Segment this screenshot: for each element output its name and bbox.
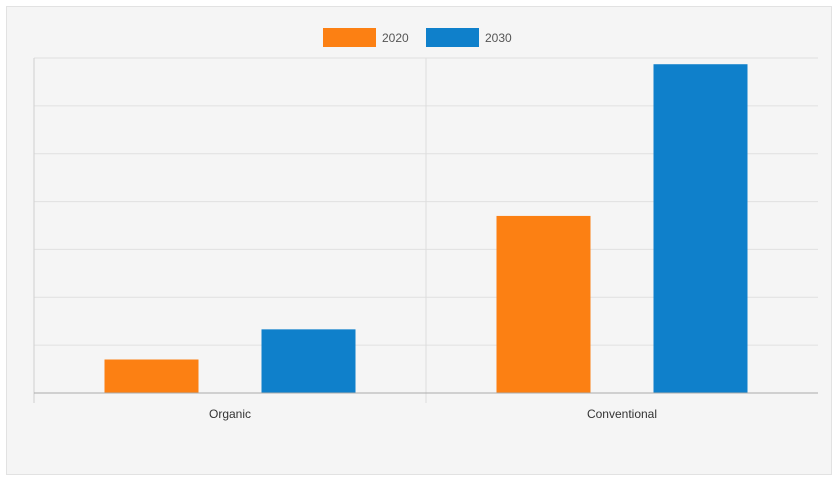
legend-label-2030: 2030 [485,31,512,45]
bars [104,64,748,393]
legend: 2020 2030 [323,28,512,47]
bar-2030-conventional [653,64,748,393]
bar-2020-conventional [496,215,591,393]
x-tick-label-organic: Organic [209,407,251,421]
axes [33,58,818,403]
legend-swatch-2020 [323,28,376,47]
legend-swatch-2030 [426,28,479,47]
bar-2020-organic [104,359,199,393]
x-axis-ticks: Organic Conventional [209,407,657,421]
x-tick-label-conventional: Conventional [587,407,657,421]
legend-label-2020: 2020 [382,31,409,45]
bar-2030-organic [261,329,356,393]
